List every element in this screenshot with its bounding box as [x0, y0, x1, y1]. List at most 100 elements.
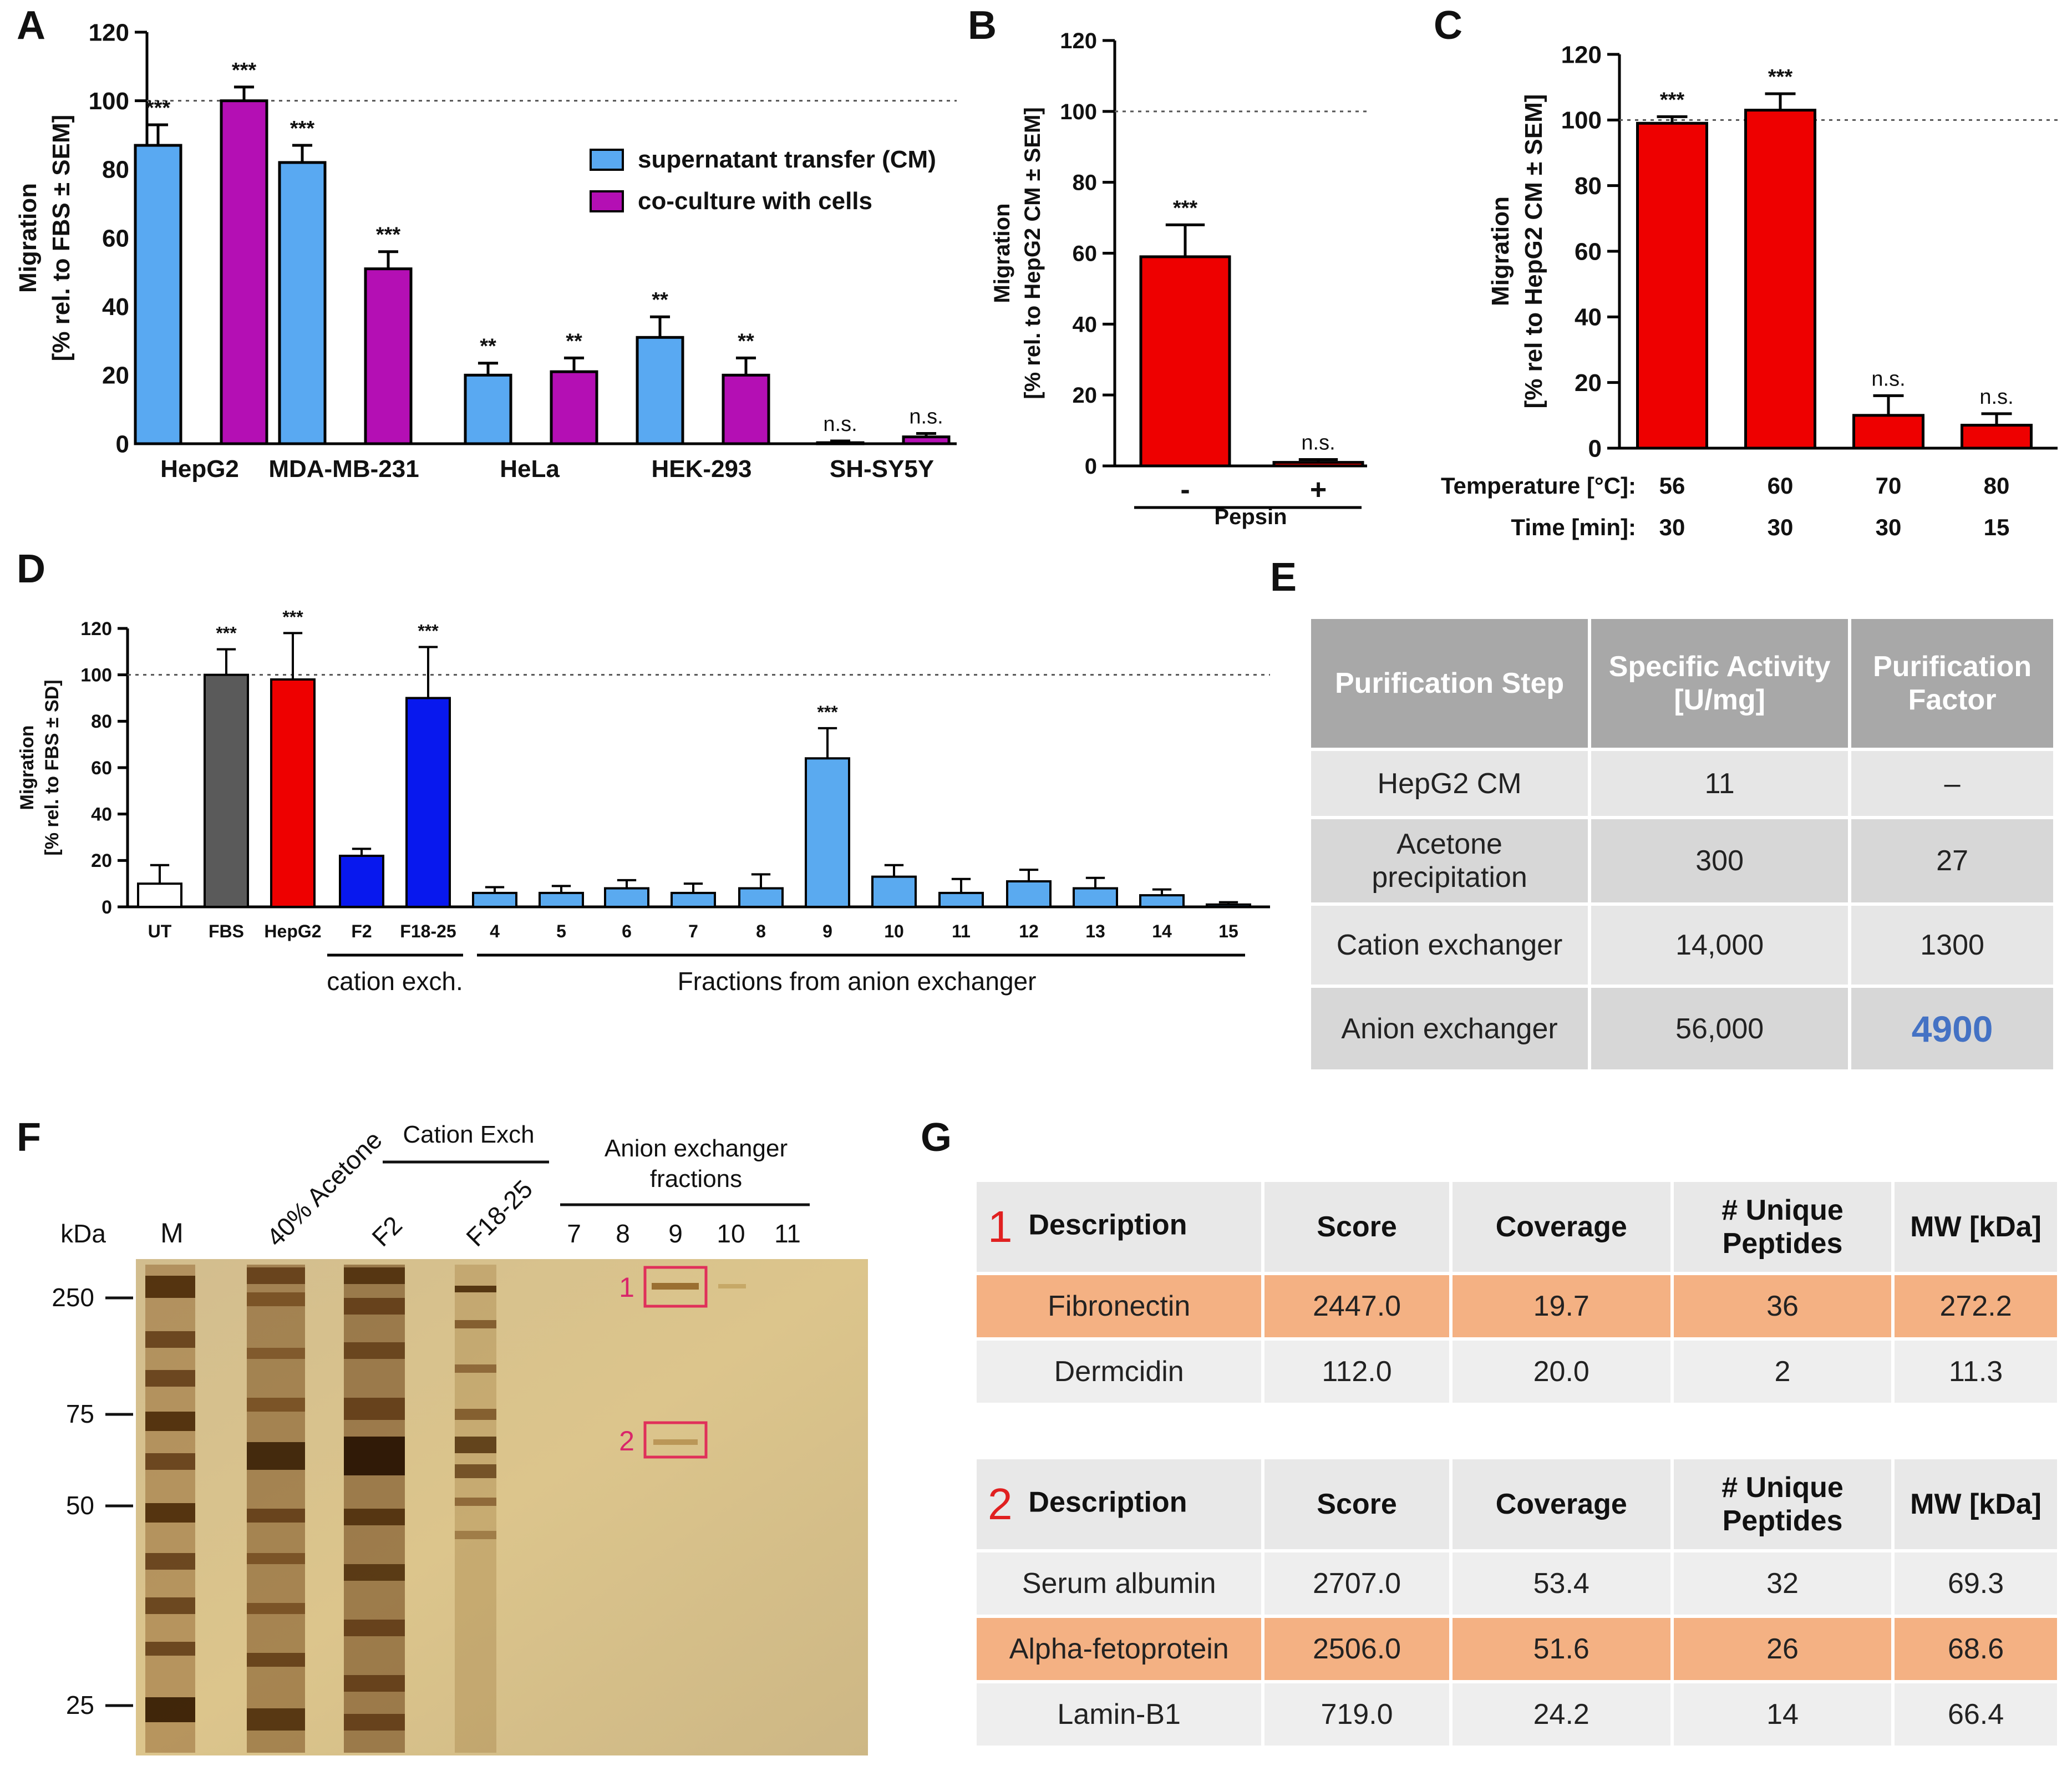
- x-tick-label: 15: [1218, 921, 1238, 941]
- bar: [636, 336, 684, 445]
- lane-smear: [455, 1265, 496, 1753]
- y-tick-label: 100: [89, 88, 129, 115]
- bar: [270, 678, 316, 909]
- marker-25: 25: [66, 1691, 94, 1719]
- bar: [1272, 461, 1364, 468]
- significance-label: n.s.: [909, 405, 943, 428]
- x-tick-label: HepG2: [264, 921, 321, 941]
- gel-band: [455, 1464, 496, 1478]
- bar: [1139, 894, 1185, 908]
- gel-band: [145, 1503, 195, 1523]
- gel-band: [247, 1442, 305, 1470]
- y-tick-label: 0: [116, 430, 129, 458]
- table-cell: Dermcidin: [977, 1341, 1262, 1403]
- header-description: 2 Description: [977, 1459, 1262, 1549]
- fraction-7: 7: [567, 1219, 581, 1248]
- temperature-row-label: Temperature [°C]:: [1441, 473, 1636, 499]
- table-header-row: 1 Description Score Coverage # Unique Pe…: [977, 1182, 2057, 1272]
- x-tick-label: 10: [884, 921, 904, 941]
- protein-table-2: 2 Description Score Coverage # Unique Pe…: [973, 1456, 2060, 1749]
- table-cell: Anion exchanger: [1311, 988, 1588, 1069]
- significance-label: **: [738, 329, 754, 353]
- gel-band: [455, 1437, 496, 1453]
- significance-label: n.s.: [1979, 385, 2013, 409]
- band-fraction-10: [718, 1284, 746, 1288]
- band-fibronectin: [652, 1283, 699, 1290]
- y-tick-label: 120: [1060, 29, 1097, 53]
- x-tick-label: HEK-293: [652, 455, 752, 483]
- bar: [539, 891, 584, 909]
- gel-band: [247, 1553, 305, 1564]
- table-cell: Lamin-B1: [977, 1683, 1262, 1746]
- temperature-label: 70: [1876, 473, 1902, 499]
- table-row: Anion exchanger 56,000 4900: [1311, 988, 2053, 1069]
- anion-header-line2: fractions: [650, 1165, 742, 1193]
- gel-band: [145, 1370, 195, 1387]
- f2-lane: [344, 1265, 405, 1753]
- bar: [1744, 109, 1816, 450]
- kda-label: kDa: [60, 1219, 106, 1248]
- significance-label: ***: [1173, 196, 1198, 220]
- y-tick-label: 60: [1073, 242, 1098, 266]
- bar: [1636, 121, 1708, 450]
- y-tick-label: 20: [1575, 369, 1602, 397]
- y-tick-label: 100: [1561, 107, 1602, 134]
- fraction-9: 9: [668, 1219, 683, 1248]
- panel-label-f: F: [17, 1115, 41, 1160]
- y-axis-label: Migration: [17, 725, 38, 810]
- gel-band: [145, 1642, 195, 1656]
- gel-background: [136, 1259, 868, 1755]
- gel-band: [247, 1653, 305, 1667]
- purification-factor-highlight: 4900: [1911, 1008, 1993, 1049]
- x-tick-label: F18-25: [400, 921, 456, 941]
- table-cell: HepG2 CM: [1311, 751, 1588, 816]
- x-tick-label: 4: [490, 921, 500, 941]
- significance-label: ***: [1660, 88, 1685, 111]
- table-cell: Acetone precipitation: [1311, 819, 1588, 902]
- f18-25-lane: [455, 1265, 496, 1753]
- marker-label: M: [160, 1217, 184, 1249]
- table-cell: 300: [1591, 819, 1848, 902]
- significance-label: ***: [817, 702, 838, 722]
- bar: [604, 887, 649, 908]
- y-tick-label: 20: [91, 850, 112, 871]
- acetone-lane: [247, 1265, 305, 1753]
- x-tick-label: 13: [1085, 921, 1105, 941]
- y-tick-label: 40: [102, 293, 129, 321]
- x-tick-label: MDA-MB-231: [268, 455, 419, 483]
- time-label: 15: [1984, 514, 2010, 540]
- table-row: HepG2 CM 11 –: [1311, 751, 2053, 816]
- bar: [339, 854, 384, 909]
- header-unique-peptides: # Unique Peptides: [1673, 1182, 1892, 1272]
- marker-75: 75: [66, 1399, 94, 1428]
- temperature-label: 80: [1984, 473, 2010, 499]
- y-axis-label: [% rel. to FBS ± SD]: [42, 679, 63, 855]
- gel-band: [455, 1498, 496, 1506]
- header-purification-factor: Purification Factor: [1851, 619, 2053, 748]
- bar: [220, 99, 268, 445]
- table-cell: 19.7: [1452, 1275, 1670, 1337]
- y-axis-label: [% rel. to HepG2 CM ± SEM]: [1020, 107, 1045, 399]
- chart-b: 0 20 40 60 80 100 120 Migration [% rel. to HepG2…: [990, 29, 1367, 529]
- header-description: 1 Description: [977, 1182, 1262, 1272]
- table-cell: Fibronectin: [977, 1275, 1262, 1337]
- table-cell: Alpha-fetoprotein: [977, 1618, 1262, 1680]
- y-tick-label: 0: [1588, 435, 1602, 462]
- gel-band: [344, 1714, 405, 1731]
- gel-band: [455, 1364, 496, 1373]
- bar: [816, 441, 865, 445]
- table-cell: Serum albumin: [977, 1552, 1262, 1615]
- y-tick-label: 120: [80, 618, 112, 640]
- lane-label-f2: F2: [366, 1210, 408, 1252]
- gel-band: [247, 1398, 305, 1412]
- bar: [871, 875, 917, 908]
- chart-d: 0 20 40 60 80 100 120 Migration [% rel. to FBS ±…: [17, 607, 1270, 996]
- gel-band: [145, 1276, 195, 1298]
- bar: [134, 144, 182, 445]
- gel-band: [145, 1597, 195, 1614]
- significance-label: **: [480, 335, 496, 358]
- gel-band: [247, 1509, 305, 1523]
- bar: [464, 373, 512, 445]
- gel-band: [344, 1342, 405, 1359]
- gel-band: [344, 1509, 405, 1525]
